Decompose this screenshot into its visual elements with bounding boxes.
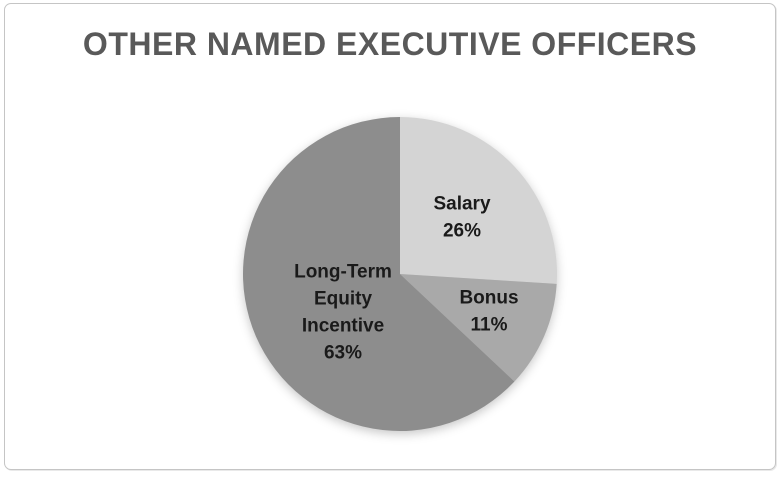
pie-label-long-term-equity-incentive: Long-Term Equity Incentive 63%	[294, 262, 392, 364]
pie-slice-salary[interactable]	[400, 117, 557, 284]
pie-slice-long-term-equity-incentive[interactable]	[242, 117, 515, 431]
pie-labels: Salary 26% Bonus 11% Long-Term Equity Incentiv…	[294, 194, 518, 364]
chart-frame: OTHER NAMED EXECUTIVE OFFICERS Salary 26%…	[4, 3, 776, 470]
pie-label-bonus: Bonus 11%	[459, 288, 518, 336]
pie-slices	[242, 117, 557, 431]
pie-chart: Salary 26% Bonus 11% Long-Term Equity Incentiv…	[242, 117, 557, 431]
pie-label-salary: Salary 26%	[433, 194, 490, 242]
chart-title: OTHER NAMED EXECUTIVE OFFICERS	[82, 26, 698, 62]
pie-slice-bonus[interactable]	[400, 274, 557, 382]
